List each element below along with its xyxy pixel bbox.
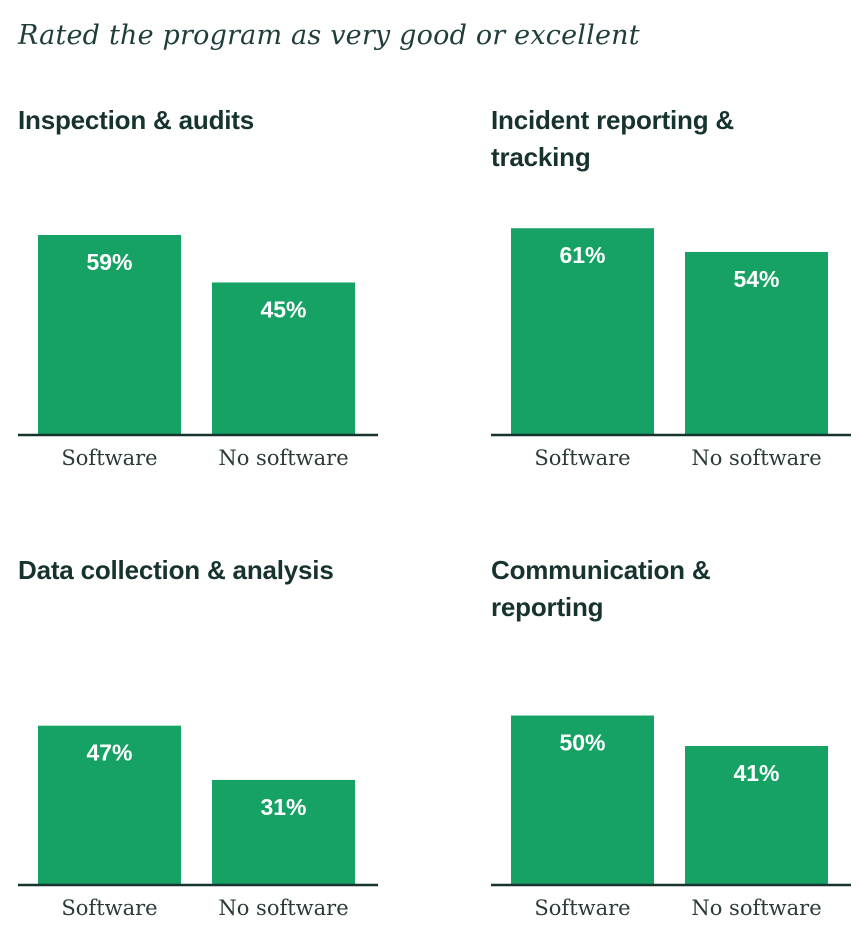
- category-label-no-software: No software: [218, 896, 348, 920]
- data-label-software: 61%: [559, 242, 605, 268]
- data-label-no-software: 45%: [260, 296, 306, 322]
- bar-no-software: [685, 746, 828, 885]
- bar-no-software: [685, 251, 828, 435]
- bar-software: [38, 235, 181, 435]
- bar-software: [38, 725, 181, 885]
- category-label-software: Software: [61, 896, 157, 920]
- data-label-no-software: 31%: [260, 794, 306, 820]
- chart-panel-incident-reporting: 61% Software 54% No software Incident repor…: [491, 102, 858, 482]
- data-label-no-software: 54%: [733, 266, 779, 292]
- data-label-software: 47%: [86, 740, 132, 766]
- chart-title-incident-reporting: Incident reporting & tracking: [491, 105, 735, 172]
- chart-title-communication-reporting: Communication & reporting: [491, 555, 711, 622]
- chart-panel-inspection-audits: 59% Software 45% No software Inspection & a…: [18, 102, 388, 482]
- bar-no-software: [212, 779, 355, 885]
- category-label-no-software: No software: [218, 446, 348, 470]
- data-label-software: 59%: [86, 249, 132, 275]
- category-label-no-software: No software: [691, 896, 821, 920]
- page-title: Rated the program as very good or excell…: [18, 20, 640, 51]
- bar-no-software: [212, 282, 355, 435]
- category-label-no-software: No software: [691, 446, 821, 470]
- category-label-software: Software: [61, 446, 157, 470]
- bar-software: [511, 715, 654, 885]
- chart-title-inspection-audits: Inspection & audits: [18, 105, 255, 135]
- bar-software: [511, 228, 654, 435]
- category-label-software: Software: [534, 446, 630, 470]
- chart-panel-data-collection: 47% Software 31% No software Data collectio…: [18, 552, 388, 932]
- chart-panel-communication-reporting: 50% Software 41% No software Communication …: [491, 552, 858, 932]
- chart-incident-reporting: 61% Software 54% No software: [491, 228, 851, 470]
- chart-inspection-audits: 59% Software 45% No software: [18, 235, 378, 470]
- data-label-software: 50%: [559, 730, 605, 756]
- chart-data-collection: 47% Software 31% No software: [18, 725, 378, 920]
- category-label-software: Software: [534, 896, 630, 920]
- chart-title-data-collection: Data collection & analysis: [18, 555, 334, 585]
- data-label-no-software: 41%: [733, 760, 779, 786]
